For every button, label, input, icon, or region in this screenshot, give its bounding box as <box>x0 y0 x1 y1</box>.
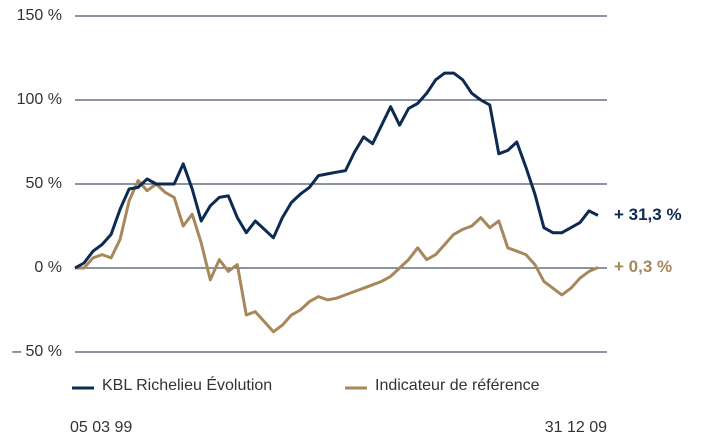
series-line <box>74 71 599 270</box>
x-tick-label: 05 03 99 <box>70 419 132 436</box>
y-tick-label: 100 % <box>17 91 62 108</box>
y-tick-label: 0 % <box>34 259 62 276</box>
legend-label: KBL Richelieu Évolution <box>102 375 272 394</box>
legend-label: Indicateur de référence <box>375 377 540 394</box>
y-tick-label: 150 % <box>17 7 62 24</box>
end-label: + 0,3 % <box>614 257 672 276</box>
end-label: + 31,3 % <box>614 205 682 224</box>
series-line <box>75 179 599 334</box>
y-tick-label: 50 % <box>26 175 62 192</box>
y-tick-label: – 50 % <box>12 343 62 360</box>
x-tick-label: 31 12 09 <box>545 419 607 436</box>
